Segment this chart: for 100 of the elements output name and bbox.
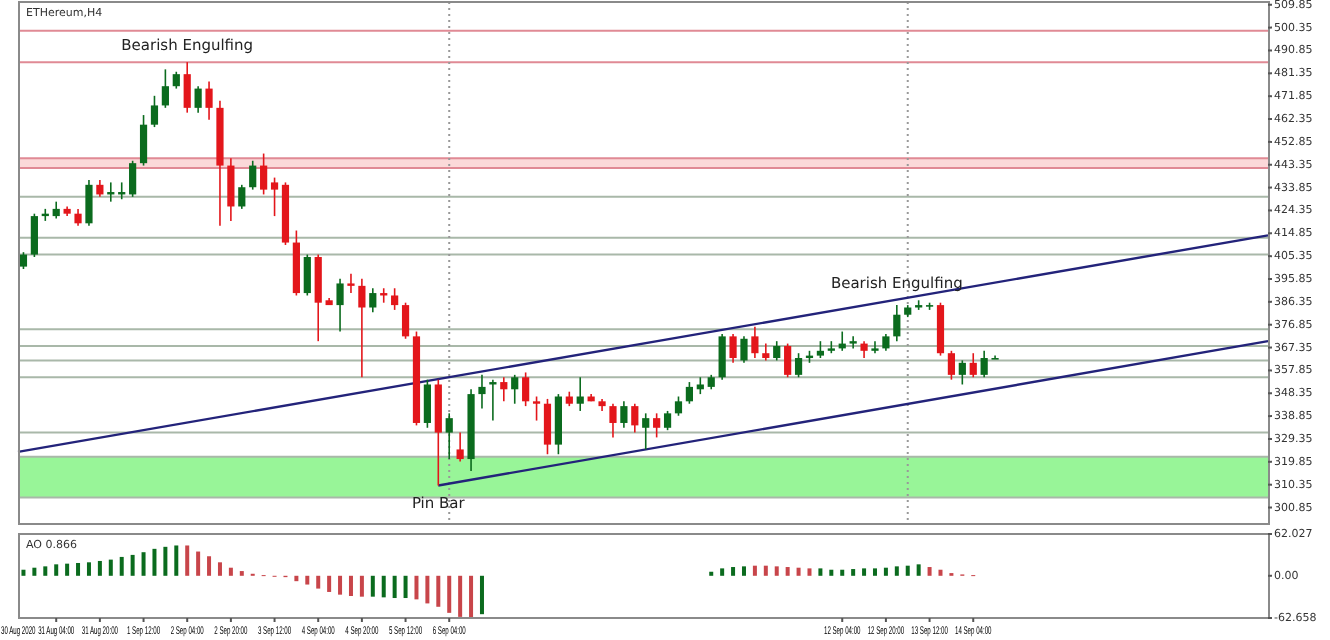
- candlestick: [685, 381, 693, 405]
- bar: [196, 551, 201, 576]
- candlestick: [249, 159, 257, 191]
- bar: [414, 575, 419, 600]
- candlestick: [445, 412, 453, 460]
- candlestick: [663, 410, 672, 431]
- candlestick: [532, 395, 541, 422]
- candlestick: [871, 340, 879, 355]
- bar: [65, 563, 70, 576]
- bar: [894, 566, 899, 576]
- candlestick: [336, 277, 344, 333]
- candlestick: [718, 333, 726, 381]
- bar: [86, 562, 91, 576]
- candlestick: [314, 253, 322, 342]
- candlestick: [674, 395, 683, 417]
- bar: [927, 567, 932, 576]
- bar: [469, 575, 474, 618]
- bar: [338, 575, 343, 595]
- candlestick: [893, 304, 901, 342]
- bar: [54, 564, 59, 576]
- candlestick: [849, 335, 857, 350]
- bar: [479, 575, 484, 615]
- bar: [731, 567, 736, 576]
- candlestick: [391, 287, 399, 311]
- candlestick: [161, 68, 169, 109]
- candlestick: [631, 402, 639, 434]
- candlestick: [522, 371, 530, 407]
- bar: [76, 562, 81, 576]
- bar: [796, 567, 801, 576]
- bar: [785, 567, 790, 576]
- bar: [217, 562, 222, 576]
- bar: [883, 567, 888, 576]
- candlestick: [401, 301, 410, 340]
- bar: [327, 575, 332, 592]
- bar: [392, 575, 397, 599]
- candlestick: [358, 277, 366, 379]
- bar: [425, 575, 430, 604]
- bar: [774, 566, 779, 576]
- bar: [348, 575, 353, 596]
- bar: [840, 569, 845, 576]
- candlestick: [620, 400, 628, 429]
- bar: [305, 575, 310, 585]
- bar: [97, 560, 102, 576]
- bar: [174, 545, 179, 576]
- bar: [21, 569, 26, 576]
- candlestick: [369, 287, 377, 314]
- candlestick: [478, 374, 486, 410]
- bar: [938, 569, 943, 576]
- candlestick: [751, 325, 759, 359]
- candlestick: [653, 412, 661, 439]
- bar: [447, 575, 452, 613]
- bar: [359, 575, 364, 597]
- candlestick: [784, 342, 792, 379]
- candlestick: [576, 376, 584, 412]
- bar: [763, 565, 768, 576]
- bar: [403, 575, 408, 599]
- bar: [752, 565, 757, 576]
- candlestick: [347, 273, 355, 294]
- candlestick: [150, 95, 159, 128]
- bar: [43, 566, 48, 576]
- candlestick: [500, 376, 508, 403]
- candlestick: [642, 412, 650, 451]
- candlestick: [609, 402, 617, 439]
- candlestick: [958, 359, 966, 386]
- candlestick: [794, 352, 803, 379]
- bar: [851, 569, 856, 576]
- bar: [381, 575, 386, 598]
- candlestick: [270, 176, 279, 217]
- candlestick: [456, 431, 464, 463]
- bar: [807, 568, 812, 576]
- bar: [818, 568, 823, 576]
- candlestick: [303, 253, 311, 297]
- candlestick: [729, 333, 737, 364]
- candlestick: [227, 157, 235, 222]
- candlestick: [194, 85, 202, 114]
- candlestick: [85, 179, 93, 227]
- bar: [905, 565, 910, 576]
- candlestick: [139, 114, 148, 167]
- bar: [185, 545, 190, 576]
- bar: [294, 575, 299, 582]
- candlestick: [969, 352, 977, 379]
- candlestick: [30, 212, 38, 258]
- candlestick: [740, 335, 748, 364]
- bar: [163, 546, 168, 576]
- bar: [872, 568, 877, 576]
- candlestick: [238, 184, 246, 210]
- bar: [829, 569, 834, 576]
- candlestick: [423, 378, 431, 429]
- bar: [720, 568, 725, 576]
- bar: [862, 568, 867, 576]
- bar: [119, 556, 124, 576]
- candlestick: [183, 61, 191, 114]
- bar: [228, 567, 233, 576]
- bar: [458, 575, 463, 617]
- bar: [130, 554, 135, 576]
- candlestick: [511, 374, 519, 405]
- bar: [207, 556, 212, 576]
- candlestick: [543, 398, 552, 456]
- bar: [436, 575, 441, 607]
- bar: [916, 564, 921, 576]
